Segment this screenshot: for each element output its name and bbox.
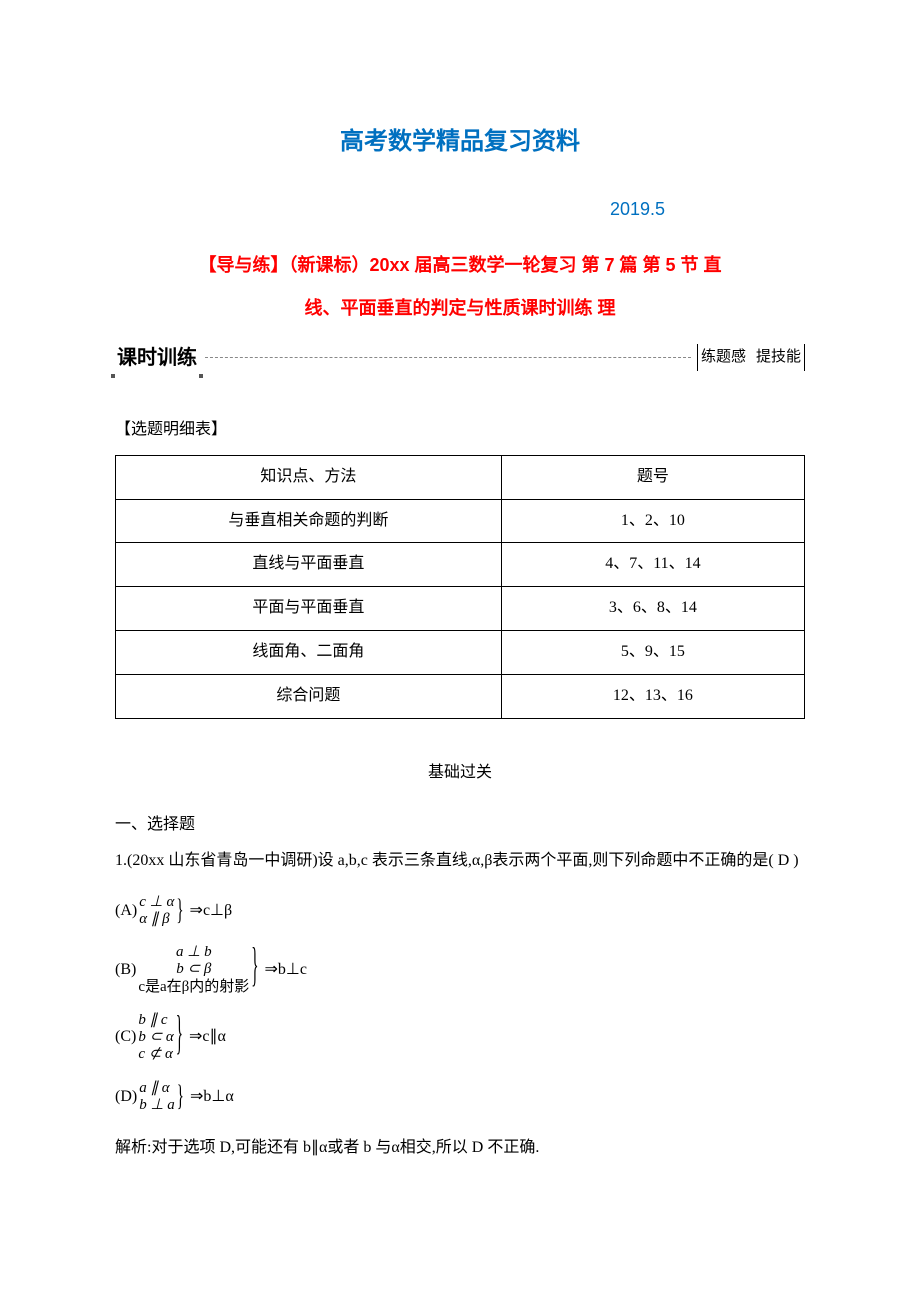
topic-table-caption: 【选题明细表】	[115, 416, 805, 445]
banner-rule	[205, 357, 691, 358]
table-cell: 直线与平面垂直	[116, 543, 502, 587]
right-brace-icon: }	[176, 876, 183, 945]
table-row: 与垂直相关命题的判断 1、2、10	[116, 499, 805, 543]
table-cell: 5、9、15	[501, 630, 804, 674]
table-row: 线面角、二面角 5、9、15	[116, 630, 805, 674]
math-line: c ⊄ α	[138, 1046, 173, 1063]
doc-subtitle-line1: 【导与练】（新课标）20xx 届高三数学一轮复习 第 7 篇 第 5 节 直	[115, 244, 805, 287]
table-cell: 12、13、16	[501, 674, 804, 718]
table-cell: 平面与平面垂直	[116, 587, 502, 631]
math-line: c是a在β内的射影	[138, 979, 249, 996]
brace-group: a ⊥ b b ⊂ β c是a在β内的射影 }	[138, 944, 258, 996]
option-rhs: ⇒b⊥α	[190, 1083, 234, 1112]
brace-lines: b ∥ c b ⊂ α c ⊄ α	[138, 1012, 173, 1064]
q1-stem: 1.(20xx 山东省青岛一中调研)设 a,b,c 表示三条直线,α,β表示两个…	[115, 843, 805, 878]
option-label: (D)	[115, 1083, 137, 1112]
q1-option-d: (D) a ∥ α b ⊥ a } ⇒b⊥α	[115, 1080, 805, 1115]
table-cell: 综合问题	[116, 674, 502, 718]
banner-right-a: 练题感	[701, 349, 746, 365]
brace-group: a ∥ α b ⊥ a }	[139, 1080, 184, 1115]
table-header-row: 知识点、方法 题号	[116, 455, 805, 499]
section-banner: 课时训练 练题感提技能	[115, 340, 805, 376]
banner-left-label: 课时训练	[115, 340, 199, 376]
math-line: a ⊥ b	[138, 944, 249, 961]
math-line: b ⊂ α	[138, 1029, 173, 1046]
banner-right-b: 提技能	[756, 349, 801, 365]
brace-group: c ⊥ α α ∥ β }	[139, 894, 183, 929]
doc-subtitle-line2: 线、平面垂直的判定与性质课时训练 理	[115, 287, 805, 330]
table-cell: 与垂直相关命题的判断	[116, 499, 502, 543]
doc-subtitle: 【导与练】（新课标）20xx 届高三数学一轮复习 第 7 篇 第 5 节 直 线…	[115, 244, 805, 330]
basic-section-label: 基础过关	[115, 759, 805, 788]
table-row: 直线与平面垂直 4、7、11、14	[116, 543, 805, 587]
option-label: (C)	[115, 1023, 136, 1052]
table-header-cell: 题号	[501, 455, 804, 499]
part1-label: 一、选择题	[115, 807, 805, 842]
banner-right-label: 练题感提技能	[697, 344, 805, 371]
math-line: α ∥ β	[139, 911, 174, 928]
q1-explanation: 解析:对于选项 D,可能还有 b∥α或者 b 与α相交,所以 D 不正确.	[115, 1130, 805, 1165]
right-brace-icon: }	[177, 1062, 184, 1131]
math-line: a ∥ α	[139, 1080, 175, 1097]
math-line: b ⊂ β	[138, 961, 249, 978]
topic-table: 知识点、方法 题号 与垂直相关命题的判断 1、2、10 直线与平面垂直 4、7、…	[115, 455, 805, 719]
table-row: 平面与平面垂直 3、6、8、14	[116, 587, 805, 631]
brace-group: b ∥ c b ⊂ α c ⊄ α }	[138, 1012, 183, 1064]
option-rhs: ⇒c⊥β	[190, 897, 233, 926]
option-label: (B)	[115, 956, 136, 985]
table-row: 综合问题 12、13、16	[116, 674, 805, 718]
table-cell: 1、2、10	[501, 499, 804, 543]
document-page: 高考数学精品复习资料 2019.5 【导与练】（新课标）20xx 届高三数学一轮…	[0, 0, 920, 1225]
table-header-cell: 知识点、方法	[116, 455, 502, 499]
q1-option-c: (C) b ∥ c b ⊂ α c ⊄ α } ⇒c∥α	[115, 1012, 805, 1064]
option-rhs: ⇒b⊥c	[264, 956, 306, 985]
table-cell: 线面角、二面角	[116, 630, 502, 674]
brace-lines: c ⊥ α α ∥ β	[139, 894, 174, 929]
table-cell: 3、6、8、14	[501, 587, 804, 631]
brace-lines: a ∥ α b ⊥ a	[139, 1080, 175, 1115]
date-line: 2019.5	[115, 193, 805, 225]
right-brace-icon: }	[251, 887, 258, 1053]
q1-option-b: (B) a ⊥ b b ⊂ β c是a在β内的射影 } ⇒b⊥c	[115, 944, 805, 996]
brace-lines: a ⊥ b b ⊂ β c是a在β内的射影	[138, 944, 249, 996]
option-rhs: ⇒c∥α	[189, 1023, 226, 1052]
math-line: b ∥ c	[138, 1012, 173, 1029]
math-line: b ⊥ a	[139, 1097, 175, 1114]
table-cell: 4、7、11、14	[501, 543, 804, 587]
q1-option-a: (A) c ⊥ α α ∥ β } ⇒c⊥β	[115, 894, 805, 929]
math-line: c ⊥ α	[139, 894, 174, 911]
main-title: 高考数学精品复习资料	[115, 120, 805, 163]
option-label: (A)	[115, 897, 137, 926]
